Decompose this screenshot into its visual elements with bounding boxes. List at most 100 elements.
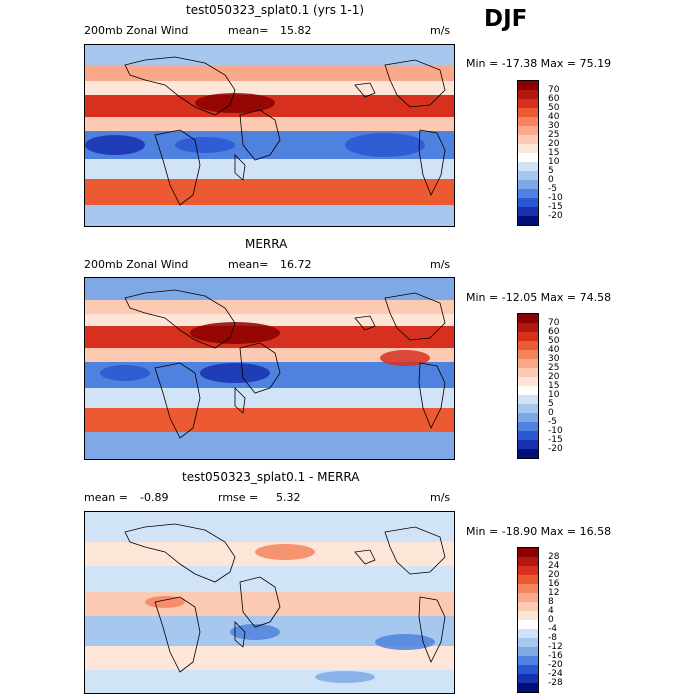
mean-label: mean= <box>228 24 269 37</box>
colorbar-tick-label: -10 <box>548 193 563 203</box>
colorbar-tick-label: 70 <box>548 85 560 95</box>
colorbar-swatch <box>518 171 538 180</box>
min-max-label: Min = -12.05 Max = 74.58 <box>466 291 612 304</box>
colorbar-tick-label: 20 <box>548 570 560 580</box>
contour-band <box>85 432 454 459</box>
colorbar-swatch <box>518 386 538 395</box>
colorbar-tick-label: -15 <box>548 202 563 212</box>
coastline <box>124 56 236 116</box>
colorbar-tick-label: -4 <box>548 624 557 634</box>
contour-band <box>85 205 454 226</box>
mean-label: mean= <box>228 258 269 271</box>
contour-core <box>85 135 145 155</box>
contour-core <box>190 322 280 344</box>
colorbar-swatch <box>518 422 538 431</box>
colorbar-tick-label: 30 <box>548 354 560 364</box>
colorbar-tick-label: 25 <box>548 363 560 373</box>
contour-core <box>195 93 275 113</box>
coastline <box>354 315 376 331</box>
rmse-value: 5.32 <box>276 491 301 504</box>
coastline <box>124 523 236 583</box>
contour-band <box>85 81 454 95</box>
colorbar-swatch <box>518 81 538 90</box>
map-field <box>85 512 454 693</box>
colorbar-tick-label: 10 <box>548 390 560 400</box>
colorbar-tick-label: 5 <box>548 166 554 176</box>
colorbar <box>517 547 539 693</box>
colorbar-tick-label: 5 <box>548 399 554 409</box>
colorbar-swatch <box>518 90 538 99</box>
rmse-label: rmse = <box>218 491 259 504</box>
colorbar-tick-label: 15 <box>548 148 560 158</box>
map-plot <box>84 511 455 694</box>
colorbar <box>517 313 539 459</box>
colorbar-tick-label: -15 <box>548 435 563 445</box>
colorbar-tick-label: 12 <box>548 588 560 598</box>
coastline <box>418 129 446 196</box>
colorbar-swatch <box>518 341 538 350</box>
contour-band <box>85 670 454 693</box>
contour-band <box>85 512 454 542</box>
colorbar-tick-label: 40 <box>548 112 560 122</box>
map-plot <box>84 277 455 460</box>
units-label: m/s <box>430 24 451 37</box>
colorbar-swatch <box>518 153 538 162</box>
panel-title: MERRA <box>245 237 288 251</box>
colorbar-swatch <box>518 189 538 198</box>
coastline <box>384 292 446 341</box>
colorbar-tick-label: 50 <box>548 336 560 346</box>
colorbar-swatch <box>518 665 538 674</box>
colorbar-tick-label: 0 <box>548 408 554 418</box>
min-max-label: Min = -17.38 Max = 75.19 <box>466 57 612 70</box>
colorbar-swatch <box>518 584 538 593</box>
colorbar-tick-label: 25 <box>548 130 560 140</box>
coastline <box>384 59 446 108</box>
contour-core <box>255 544 315 560</box>
contour-core <box>145 596 185 608</box>
colorbar-tick-label: 20 <box>548 372 560 382</box>
colorbar-tick-label: 40 <box>548 345 560 355</box>
contour-band <box>85 65 454 81</box>
colorbar-swatch <box>518 314 538 323</box>
season-title: DJF <box>484 6 528 32</box>
colorbar-tick-label: 16 <box>548 579 560 589</box>
colorbar-swatch <box>518 368 538 377</box>
colorbar-tick-label: 10 <box>548 157 560 167</box>
colorbar-swatch <box>518 575 538 584</box>
coastline <box>384 526 446 575</box>
colorbar-swatch <box>518 638 538 647</box>
colorbar-tick-label: 0 <box>548 175 554 185</box>
coastline <box>234 387 246 414</box>
contour-band <box>85 278 454 300</box>
contour-core <box>375 634 435 650</box>
contour-core <box>200 363 270 383</box>
map-field <box>85 45 454 226</box>
contour-band <box>85 159 454 179</box>
colorbar <box>517 80 539 226</box>
min-max-label: Min = -18.90 Max = 16.58 <box>466 525 612 538</box>
coastline <box>154 129 201 206</box>
contour-band <box>85 314 454 326</box>
colorbar-tick-label: -8 <box>548 633 557 643</box>
colorbar-swatch <box>518 566 538 575</box>
coastline <box>354 82 376 98</box>
colorbar-tick-label: 24 <box>548 561 560 571</box>
colorbar-swatch <box>518 99 538 108</box>
mean-value: 15.82 <box>280 24 312 37</box>
variable-label: 200mb Zonal Wind <box>84 258 189 271</box>
colorbar-tick-label: -12 <box>548 642 563 652</box>
colorbar-swatch <box>518 557 538 566</box>
colorbar-tick-label: 30 <box>548 121 560 131</box>
colorbar-swatch <box>518 216 538 225</box>
colorbar-tick-label: -5 <box>548 184 557 194</box>
colorbar-tick-label: 60 <box>548 94 560 104</box>
coastline <box>239 576 281 628</box>
contour-band <box>85 117 454 131</box>
colorbar-swatch <box>518 332 538 341</box>
colorbar-tick-label: 20 <box>548 139 560 149</box>
colorbar-swatch <box>518 395 538 404</box>
colorbar-swatch <box>518 620 538 629</box>
colorbar-swatch <box>518 683 538 692</box>
colorbar-swatch <box>518 180 538 189</box>
colorbar-swatch <box>518 431 538 440</box>
